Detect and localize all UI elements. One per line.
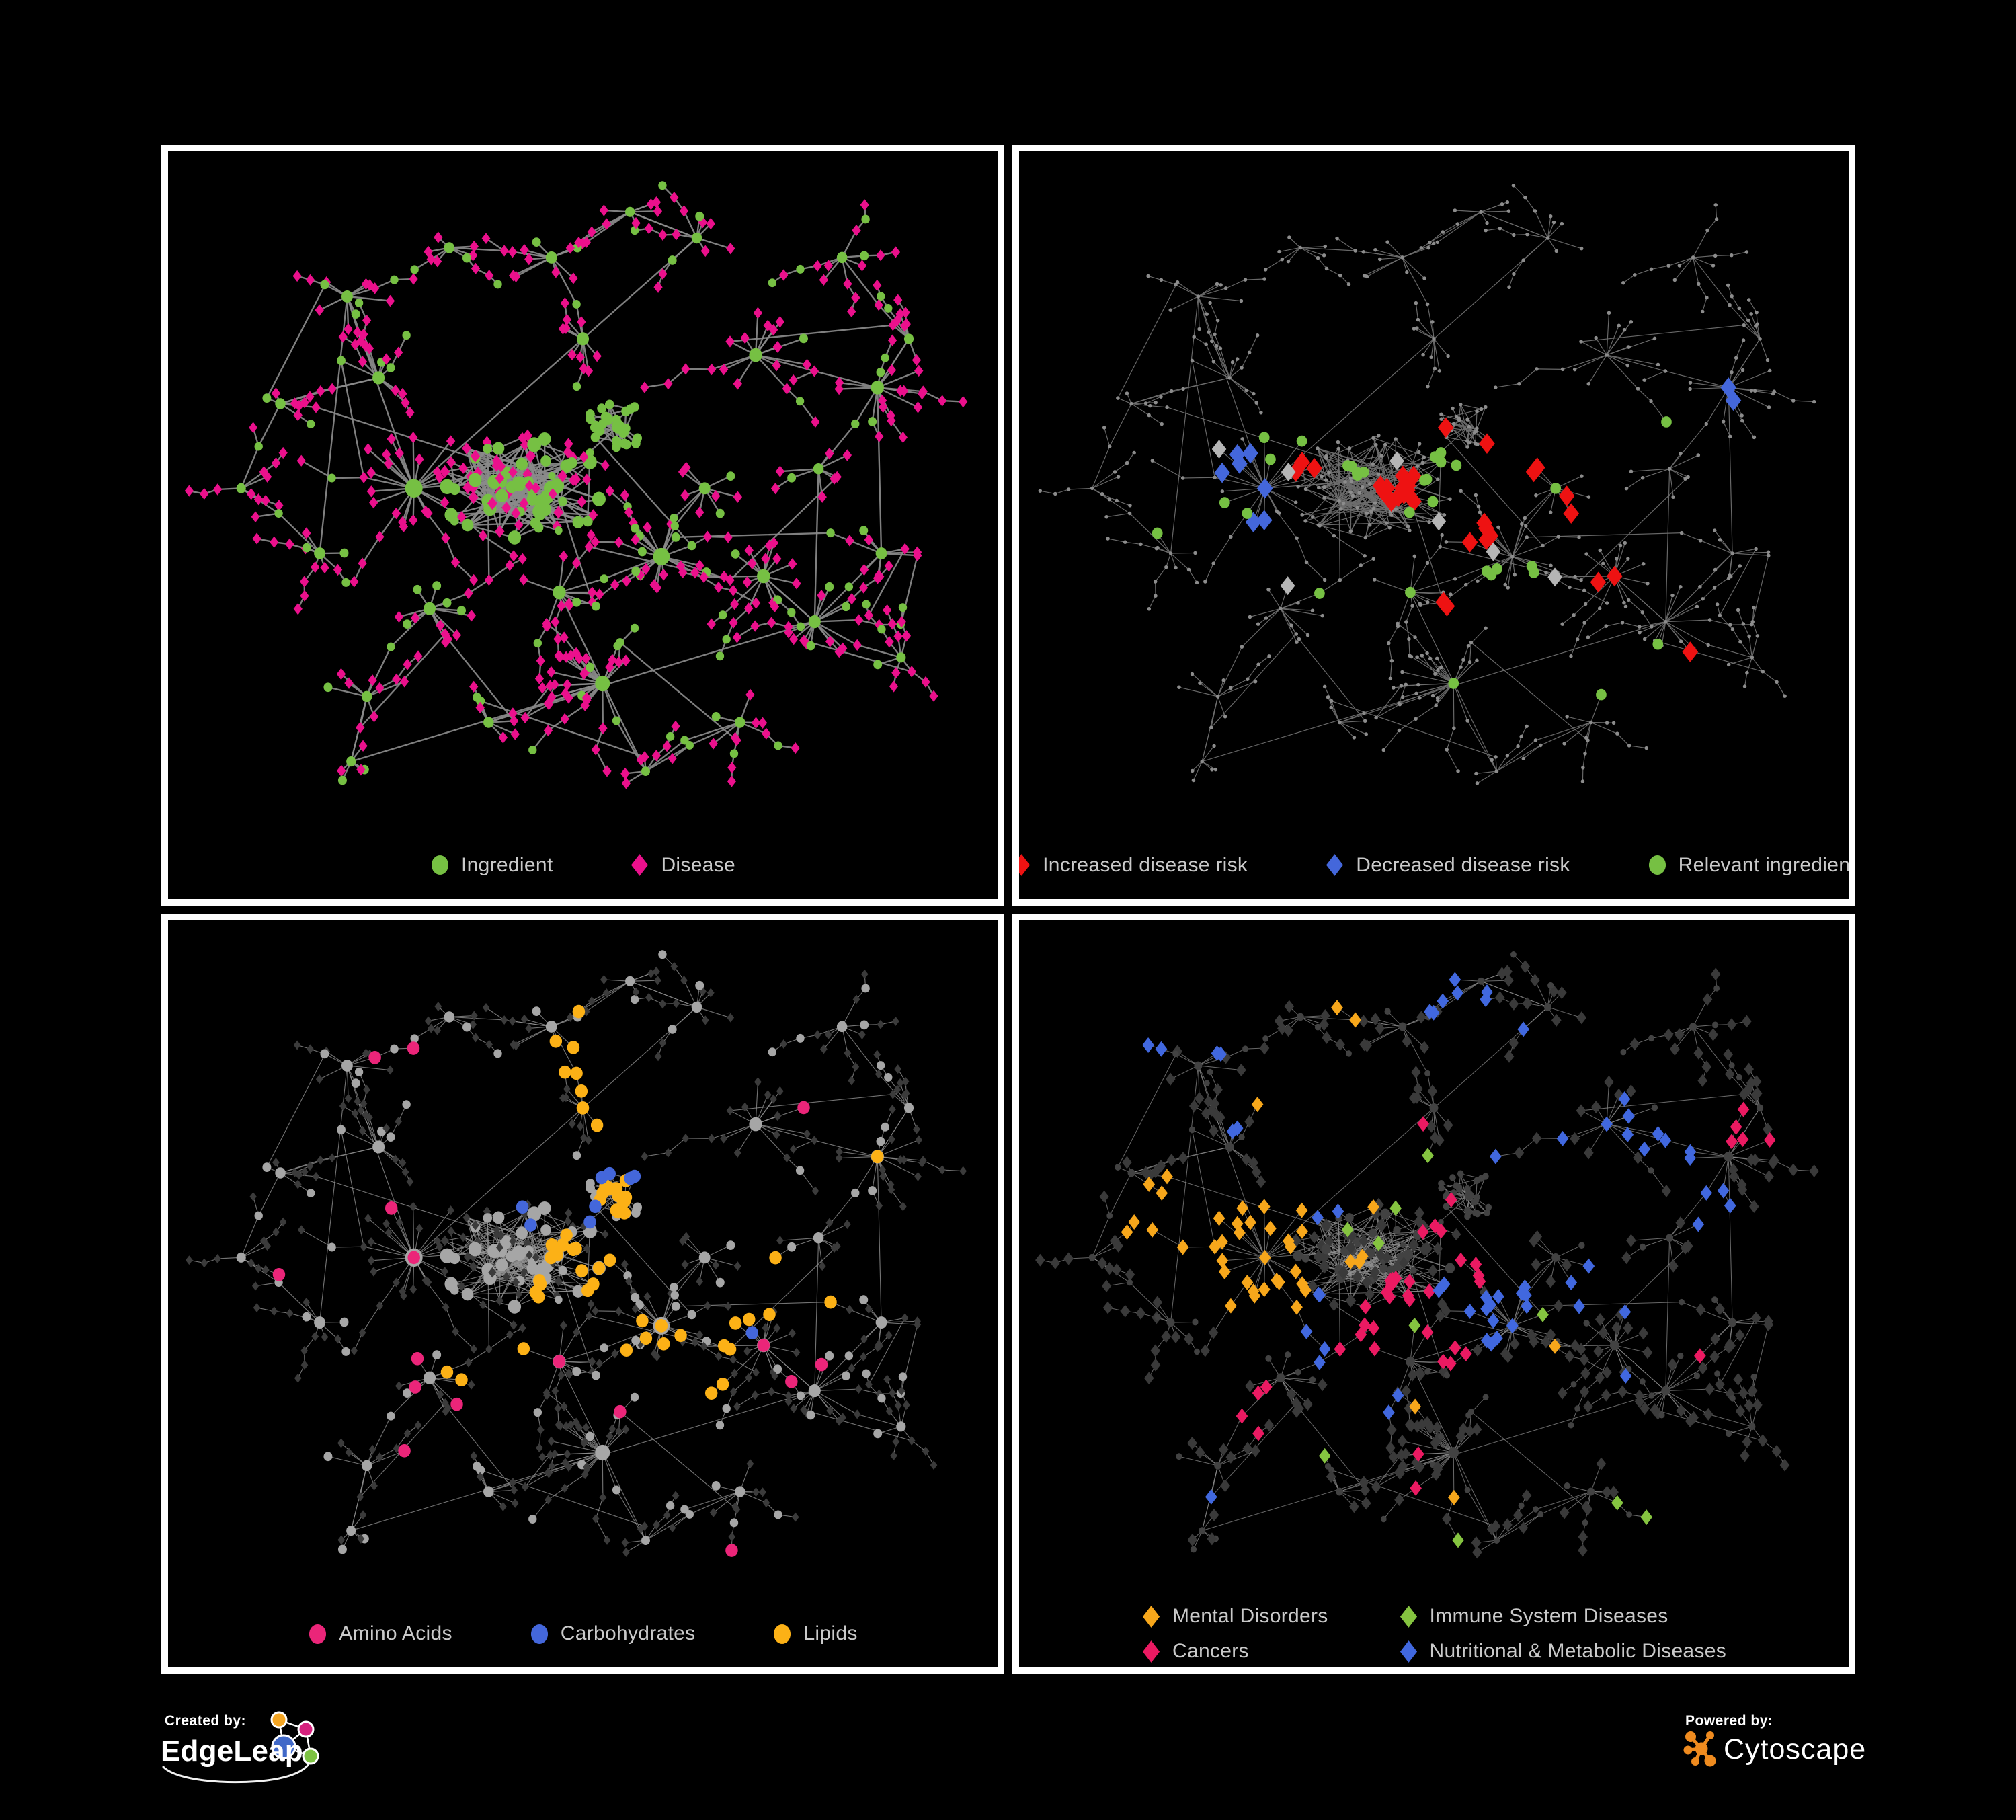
legend-label-increased-disease-risk: Increased disease risk [1043,853,1248,876]
edgeleap-logo-icon [162,1711,319,1784]
legend-label-mental-disorders: Mental Disorders [1172,1605,1328,1627]
legend-marker-ingredient-icon [431,855,449,875]
network-disease-risk [1038,184,1816,785]
legend-item-ingredient: Ingredient [430,853,553,877]
legend-marker-nutritional-metabolic-diseases-icon [1400,1640,1417,1663]
network-nutrient-classes [186,949,967,1557]
edges-layer [1039,185,1815,784]
legend-marker-mental-disorders-icon [1142,1605,1160,1628]
legend-ingredient-disease: Ingredient Disease [168,832,998,899]
legend-marker-immune-system-diseases-icon [1400,1605,1417,1628]
panel-ingredient-disease: Ingredient Disease [161,145,1004,906]
legend-item-lipids: Lipids [772,1622,857,1646]
legend-item-carbohydrates: Carbohydrates [530,1622,696,1646]
legend-marker-carbohydrates-icon [530,1624,548,1644]
legend-item-immune-system-diseases: Immune System Diseases [1399,1605,1726,1628]
legend-label-disease: Disease [661,853,735,876]
legend-label-relevant-ingredient: Relevant ingredient [1678,853,1855,876]
legend-label-cancers: Cancers [1172,1640,1249,1662]
legend-marker-lipids-icon [774,1624,791,1644]
panel-nutrient-classes: Amino Acids Carbohydrates Lipids [161,913,1004,1674]
powered-by-label: Powered by: [1685,1713,1773,1729]
nodes-layer [184,181,968,789]
legend-label-nutritional-metabolic-diseases: Nutritional & Metabolic Diseases [1429,1640,1726,1662]
legend-item-increased-disease-risk: Increased disease risk [1019,853,1248,877]
legend-label-decreased-disease-risk: Decreased disease risk [1356,853,1570,876]
legend-item-amino-acids: Amino Acids [308,1622,452,1646]
legend-label-amino-acids: Amino Acids [339,1622,452,1645]
highlights-layer [1152,377,1742,701]
panel-grid: Ingredient Disease Increased disease risk… [161,145,1855,1674]
network-disease-classes [1035,951,1819,1558]
network-ingredient-disease [184,181,968,789]
legend-item-relevant-ingredient: Relevant ingredient [1648,853,1855,877]
legend-label-immune-system-diseases: Immune System Diseases [1429,1605,1668,1627]
legend-item-nutritional-metabolic-diseases: Nutritional & Metabolic Diseases [1399,1640,1726,1663]
legend-disease-risk: Increased disease risk Decreased disease … [1019,832,1849,899]
cytoscape-wordmark: Cytoscape [1724,1733,1867,1766]
edgeleap-wordmark: EdgeLeap [161,1735,303,1768]
panel-disease-classes: Mental Disorders Cancers Immune System Dis… [1012,913,1855,1674]
nodes-layer [1035,951,1819,1558]
legend-marker-decreased-disease-risk-icon [1326,854,1344,876]
legend-item-decreased-disease-risk: Decreased disease risk [1325,853,1570,877]
legend-marker-cancers-icon [1142,1640,1160,1663]
legend-label-lipids: Lipids [803,1622,858,1645]
legend-label-ingredient: Ingredient [461,853,553,876]
powered-by-block: Powered by: Cytoscape [1682,1709,1991,1817]
legend-item-cancers: Cancers [1141,1640,1328,1663]
legend-disease-classes: Mental Disorders Cancers Immune System Dis… [1019,1600,1849,1667]
legend-marker-relevant-ingredient-icon [1648,855,1666,875]
highlights-layer [272,1004,884,1557]
cytoscape-logo-icon [1683,1731,1716,1767]
created-by-block: Created by: EdgeLeap [159,1709,536,1817]
legend-marker-amino-acids-icon [309,1624,327,1644]
legend-nutrient-classes: Amino Acids Carbohydrates Lipids [168,1600,998,1667]
legend-marker-disease-icon [631,854,649,876]
legend-marker-increased-disease-risk-icon [1019,854,1031,876]
created-by-label: Created by: [165,1713,247,1729]
legend-item-mental-disorders: Mental Disorders [1141,1605,1328,1628]
panel-disease-risk: Increased disease risk Decreased disease … [1012,145,1855,906]
legend-label-carbohydrates: Carbohydrates [560,1622,696,1645]
legend-item-disease: Disease [630,853,735,877]
